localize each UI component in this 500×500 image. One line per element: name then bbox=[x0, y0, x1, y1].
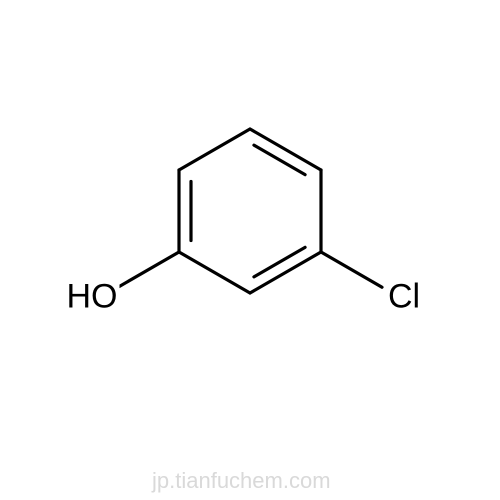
molecule-canvas bbox=[0, 0, 500, 500]
hydroxyl-label: HO bbox=[65, 278, 120, 317]
chloro-label: Cl bbox=[386, 278, 422, 317]
